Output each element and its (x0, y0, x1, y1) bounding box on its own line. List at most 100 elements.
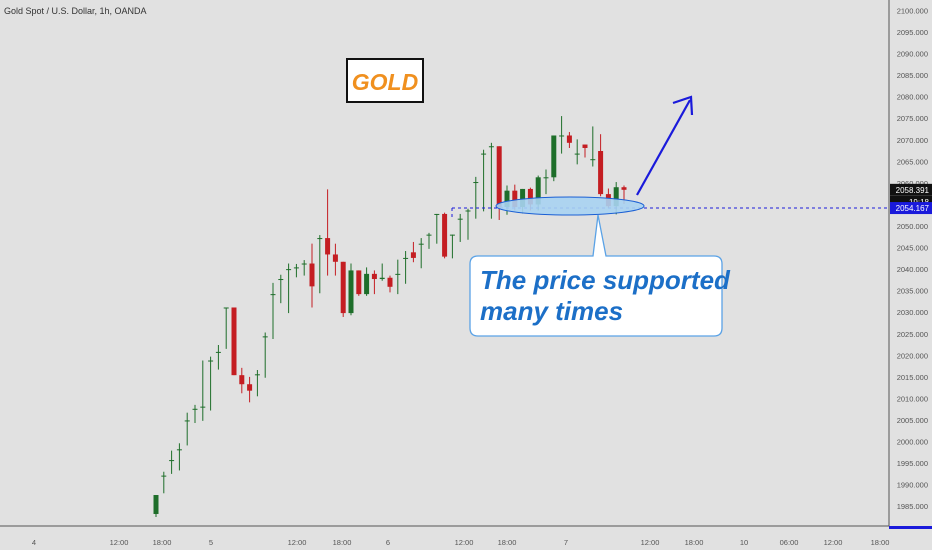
candle-body (590, 159, 596, 161)
candle-body (270, 294, 276, 296)
candle-body (379, 277, 385, 280)
time-tick-label: 06:00 (780, 538, 799, 547)
symbol-title: Gold Spot / U.S. Dollar, 1h, OANDA (4, 6, 147, 16)
price-axis[interactable]: 1985.000 1990.000 1995.000 2000.000 2005.000… (888, 0, 932, 526)
trend-arrow-line (636, 99, 691, 196)
time-tick-label: 18:00 (498, 538, 517, 547)
candle-body (527, 188, 533, 205)
candle-body (309, 263, 315, 287)
support-zone-ellipse (495, 196, 645, 216)
candle-body (200, 406, 206, 408)
candle-body (169, 460, 175, 462)
candle-body (223, 307, 229, 309)
candle-body (161, 475, 167, 477)
candle-body (418, 243, 424, 245)
candle-body (184, 420, 190, 422)
time-tick-label: 5 (209, 538, 213, 547)
price-tick-label: 2015.000 (897, 373, 928, 382)
price-tick-label: 1995.000 (897, 459, 928, 468)
price-tick-label: 2000.000 (897, 438, 928, 447)
candle-body (473, 182, 479, 184)
candle-body (434, 213, 440, 215)
time-axis-bg (0, 526, 932, 550)
time-tick-label: 12:00 (455, 538, 474, 547)
candle-body (481, 153, 487, 155)
support-price-label: 2054.167 (896, 204, 930, 213)
candle-body (332, 254, 338, 262)
candle-body (231, 307, 237, 376)
candle-body (543, 177, 549, 179)
price-tick-label: 1990.000 (897, 481, 928, 490)
time-tick-label: 12:00 (824, 538, 843, 547)
time-tick-label: 6 (386, 538, 390, 547)
candle-body (348, 270, 354, 314)
price-tick-label: 2005.000 (897, 416, 928, 425)
time-tick-label: 18:00 (685, 538, 704, 547)
candle-body (325, 238, 331, 255)
callout-bubble (469, 214, 723, 337)
time-axis-ticks: 4 12:00 18:00 5 12:00 18:00 6 12:00 18:00 7 12:00 1… (32, 538, 889, 547)
candle-body (488, 146, 494, 148)
price-tick-label: 2085.000 (897, 71, 928, 80)
price-tick-label: 2040.000 (897, 265, 928, 274)
price-tick-label: 2030.000 (897, 308, 928, 317)
price-tick-label: 2075.000 (897, 114, 928, 123)
candle-body (301, 263, 307, 265)
candle-body (403, 257, 409, 259)
price-tick-label: 2045.000 (897, 244, 928, 253)
candle-body (262, 336, 268, 338)
price-tick-label: 1985.000 (897, 502, 928, 511)
candle-body (504, 190, 510, 208)
logo-gold-box: GOLD (346, 58, 424, 103)
candle-body (598, 151, 604, 195)
candle-body (387, 277, 393, 287)
candle-body (254, 374, 260, 376)
price-tick-label: 2050.000 (897, 222, 928, 231)
candle-body (457, 218, 463, 220)
time-tick-label: 18:00 (871, 538, 890, 547)
time-tick-label: 18:00 (153, 538, 172, 547)
last-price-badge (890, 183, 932, 196)
candle-body (239, 375, 245, 385)
candle-body (442, 213, 448, 257)
price-tick-label: 2035.000 (897, 287, 928, 296)
callout-line-1: The price supported (480, 265, 731, 295)
price-axis-bg (889, 0, 932, 526)
candle-body (613, 187, 619, 207)
price-axis-ticks: 1985.000 1990.000 1995.000 2000.000 2005.000… (897, 6, 928, 511)
candle-body (371, 273, 377, 280)
axis-corner-marker (889, 526, 932, 529)
candle-body (278, 279, 284, 281)
callout-box: The price supported many times (469, 214, 731, 337)
candle-body (559, 135, 565, 137)
last-price-label: 2058.391 (896, 186, 930, 195)
price-tick-label: 2080.000 (897, 93, 928, 102)
candle-body (208, 360, 214, 362)
candle-body (465, 210, 471, 212)
support-price-badge (890, 202, 932, 215)
candle-body (574, 153, 580, 155)
candle-body (582, 144, 588, 148)
candle-body (192, 408, 198, 410)
candle-body (395, 273, 401, 275)
price-tick-label: 2065.000 (897, 157, 928, 166)
time-axis[interactable]: 4 12:00 18:00 5 12:00 18:00 6 12:00 18:00 7 12:00 1… (0, 525, 932, 550)
candle-body (317, 238, 323, 240)
candle-body (551, 135, 557, 178)
candle-body (410, 252, 416, 258)
candle-body (364, 273, 370, 295)
candle-body (520, 188, 526, 208)
price-tick-label: 2010.000 (897, 394, 928, 403)
candle-body (340, 261, 346, 314)
price-tick-label: 2060.000 (897, 179, 928, 188)
time-tick-label: 18:00 (333, 538, 352, 547)
candle-body (293, 267, 299, 269)
price-tick-label: 2070.000 (897, 136, 928, 145)
price-tick-label: 2020.000 (897, 351, 928, 360)
candle-body (356, 270, 362, 295)
candle-body (566, 135, 572, 143)
candle-body (215, 351, 221, 353)
candle-body (535, 177, 541, 205)
